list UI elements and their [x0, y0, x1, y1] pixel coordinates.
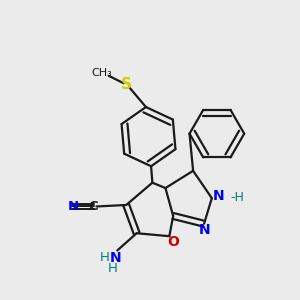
Text: S: S [121, 77, 132, 92]
Text: CH₃: CH₃ [91, 68, 112, 78]
Text: N: N [110, 251, 121, 265]
Text: N: N [68, 200, 79, 213]
Text: O: O [167, 235, 179, 248]
Text: N: N [198, 223, 210, 237]
Text: -H: -H [230, 191, 244, 204]
Text: H: H [108, 262, 118, 275]
Text: H: H [100, 251, 110, 264]
Text: C: C [88, 200, 98, 213]
Text: N: N [212, 189, 224, 203]
